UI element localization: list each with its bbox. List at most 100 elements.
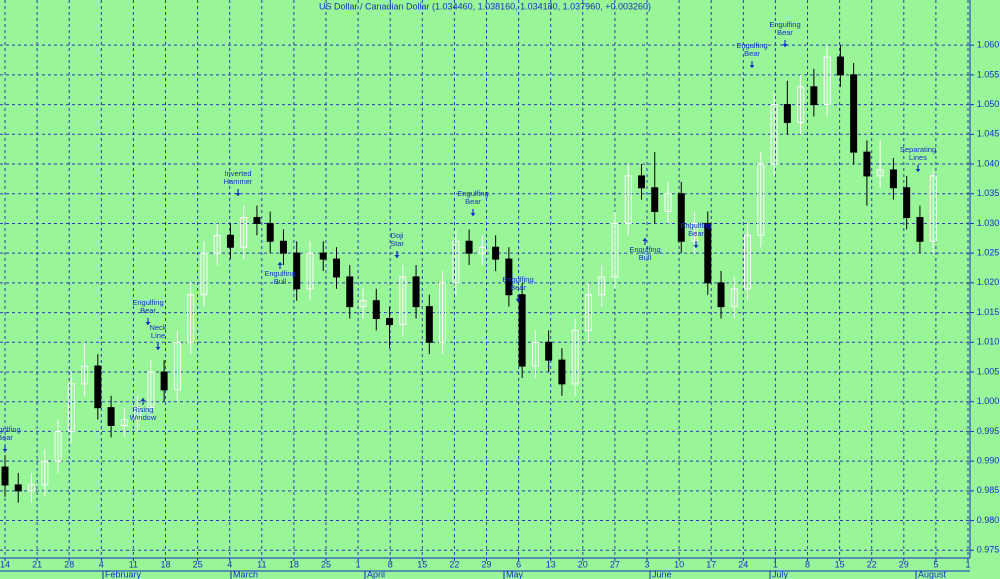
y-tick-label: 1.055 xyxy=(977,69,1000,79)
candle-body xyxy=(770,104,778,165)
y-tick-label: 0.990 xyxy=(977,456,1000,466)
month-label: July xyxy=(772,569,789,579)
annotation-text: Bear xyxy=(465,197,481,206)
candle-body xyxy=(691,222,699,242)
annotation-text: Lines xyxy=(909,153,927,162)
candle-body xyxy=(346,276,354,308)
candle-body xyxy=(293,252,301,290)
candle-body xyxy=(107,407,115,426)
x-tick-label: 1 xyxy=(773,559,778,569)
candle-body xyxy=(253,216,261,224)
y-tick-label: 1.040 xyxy=(977,158,1000,168)
candle-body xyxy=(240,216,248,248)
x-tick-label: 25 xyxy=(193,559,203,569)
candle-body xyxy=(889,169,897,189)
annotation-text: Engulfing xyxy=(502,275,533,284)
candle-body xyxy=(213,234,221,254)
candle-body xyxy=(677,193,685,242)
y-tick-label: 1.050 xyxy=(977,99,1000,109)
annotation-text: Line xyxy=(151,331,165,340)
x-tick-label: 11 xyxy=(257,559,266,569)
month-label: May xyxy=(506,569,524,579)
candle-body xyxy=(81,365,89,385)
candle-body xyxy=(916,216,924,242)
candle-body xyxy=(545,341,553,361)
candle-body xyxy=(823,56,831,106)
x-tick-label: 17 xyxy=(706,559,716,569)
y-tick-label: 1.035 xyxy=(977,188,1000,198)
annotation-text: Engulfing xyxy=(769,20,800,29)
annotation-text: Doji xyxy=(391,231,404,240)
x-tick-label: 28 xyxy=(64,559,74,569)
candle-body xyxy=(783,104,791,123)
candle-body xyxy=(850,74,858,153)
annotation-arrowhead xyxy=(515,299,521,302)
y-tick-label: 0.985 xyxy=(977,485,1000,495)
candle-body xyxy=(876,169,884,177)
candle-body xyxy=(200,252,208,296)
candle-body xyxy=(147,371,155,409)
candle-body xyxy=(279,240,287,254)
candle-body xyxy=(399,276,407,325)
candle-body xyxy=(226,234,234,248)
candle-body xyxy=(41,460,49,486)
annotations: EngulfingBearEngulfingBearNeckLineRising… xyxy=(0,20,936,452)
y-tick-label: 1.015 xyxy=(977,307,1000,317)
annotation-arrowhead xyxy=(749,65,755,68)
x-tick-label: 22 xyxy=(449,559,459,569)
annotation-text: Bull xyxy=(639,253,652,262)
month-label: June xyxy=(652,569,672,579)
annotation-text: Engulfing xyxy=(0,425,21,434)
annotation-arrowhead xyxy=(394,255,400,258)
candle-body xyxy=(717,282,725,308)
y-tick-label: 1.045 xyxy=(977,129,1000,139)
annotation-arrowhead xyxy=(2,449,8,452)
annotation-text: Bull xyxy=(274,277,287,286)
x-tick-label: 8 xyxy=(805,559,810,569)
candle-body xyxy=(319,252,327,260)
candle-body xyxy=(412,276,420,308)
x-tick-label: 1 xyxy=(356,559,361,569)
annotation-text: Star xyxy=(390,239,404,248)
candle-body xyxy=(452,240,460,284)
candle-body xyxy=(584,294,592,331)
chart-title: US Dollar / Canadian Dollar (1.034460, 1… xyxy=(319,1,651,11)
candle-body xyxy=(134,407,142,421)
y-tick-label: 1.000 xyxy=(977,396,1000,406)
y-tick-label: 0.995 xyxy=(977,426,1000,436)
x-tick-label: 15 xyxy=(835,559,845,569)
annotation-arrowhead xyxy=(140,398,146,401)
y-tick-label: 1.005 xyxy=(977,366,1000,376)
candle-body xyxy=(306,252,314,290)
annotation-text: Engulfing xyxy=(736,41,767,50)
x-tick-label: 6 xyxy=(516,559,521,569)
x-tick-label: 18 xyxy=(289,559,299,569)
x-tick-label: 25 xyxy=(321,559,331,569)
x-tick-label: 10 xyxy=(674,559,684,569)
y-tick-label: 1.025 xyxy=(977,248,1000,258)
candle-body xyxy=(637,175,645,189)
candle-body xyxy=(863,151,871,177)
month-label: February xyxy=(105,569,142,579)
x-tick-label: 14 xyxy=(0,559,10,569)
candle-body xyxy=(94,365,102,409)
annotation-text: Engulfing xyxy=(629,245,660,254)
y-tick-label: 1.010 xyxy=(977,337,1000,347)
annotation-text: Inverted xyxy=(224,169,251,178)
y-tick-label: 0.980 xyxy=(977,515,1000,525)
annotation-text: Engulfing xyxy=(457,189,488,198)
candle-body xyxy=(465,240,473,254)
candle-body xyxy=(651,187,659,213)
candle-body xyxy=(903,187,911,218)
candle-body xyxy=(160,371,168,391)
annotation-text: Engulfing xyxy=(264,269,295,278)
y-tick-label: 1.030 xyxy=(977,218,1000,228)
annotation-arrowhead xyxy=(145,322,151,325)
